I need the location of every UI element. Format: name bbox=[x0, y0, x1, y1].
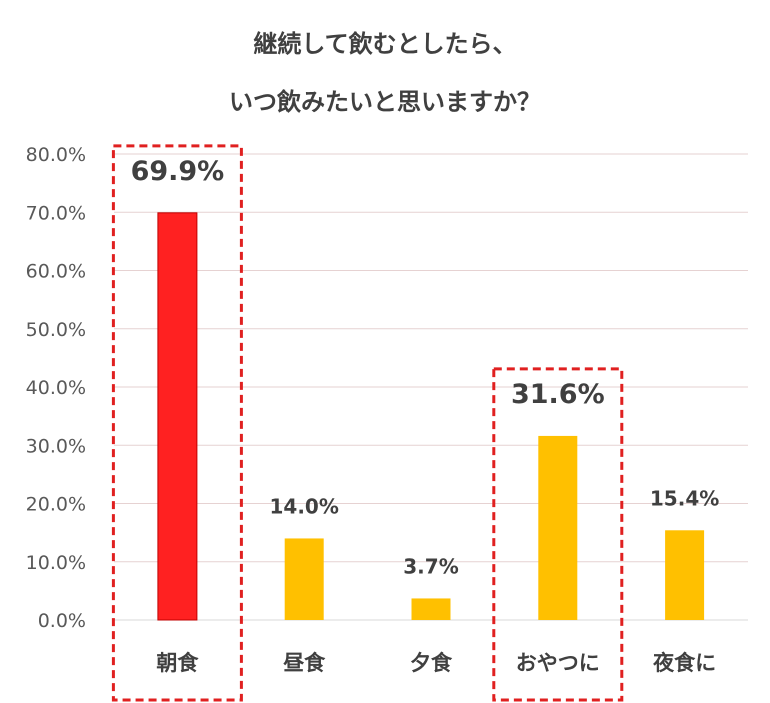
highlight-box bbox=[492, 367, 624, 702]
category-label: 昼食 bbox=[283, 651, 326, 675]
bar bbox=[538, 435, 578, 620]
category-label: おやつに bbox=[516, 651, 600, 675]
data-label: 15.4% bbox=[650, 486, 719, 510]
highlight-box bbox=[111, 144, 243, 702]
data-label: 31.6% bbox=[511, 379, 605, 410]
y-tick-label: 80.0% bbox=[26, 144, 86, 166]
y-tick-label: 60.0% bbox=[26, 261, 86, 283]
y-tick-label: 70.0% bbox=[26, 202, 86, 224]
bar bbox=[411, 598, 451, 620]
category-label: 朝食 bbox=[156, 651, 199, 675]
y-tick-label: 20.0% bbox=[26, 494, 86, 516]
data-label: 3.7% bbox=[403, 554, 458, 578]
y-tick-label: 30.0% bbox=[26, 435, 86, 457]
data-label: 14.0% bbox=[270, 494, 339, 518]
category-label: 夜食に bbox=[652, 651, 716, 675]
chart-title-line-1: 継続して飲むとしたら、 bbox=[253, 30, 517, 58]
y-tick-label: 40.0% bbox=[26, 377, 86, 399]
category-label: 夕食 bbox=[410, 651, 453, 675]
y-tick-label: 0.0% bbox=[38, 610, 86, 632]
y-tick-label: 50.0% bbox=[26, 319, 86, 341]
chart-title-line-2: いつ飲みたいと思いますか？ bbox=[229, 88, 541, 116]
y-tick-label: 10.0% bbox=[26, 552, 86, 574]
bar bbox=[284, 538, 324, 620]
bar bbox=[665, 530, 705, 620]
data-label: 69.9% bbox=[131, 156, 225, 187]
bar bbox=[157, 212, 198, 621]
